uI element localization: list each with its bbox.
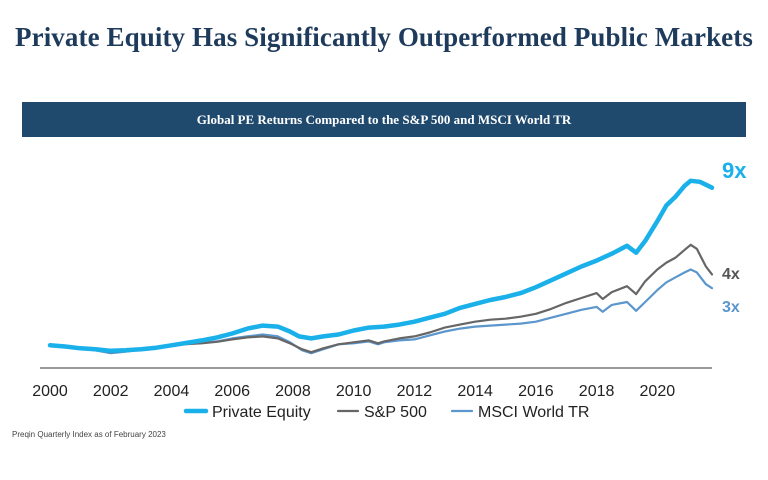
end-label-msci-world-tr: 3x [722,299,740,316]
x-tick-label: 2018 [579,383,615,400]
legend-label-sp500: S&P 500 [364,404,427,421]
end-label-private-equity: 9x [722,158,747,183]
x-tick-label: 2002 [93,383,129,400]
end-labels: 9x 4x 3x [722,158,747,316]
source-note: Preqin Quarterly Index as of February 20… [12,430,166,439]
end-label-sp500: 4x [722,266,740,283]
x-tick-label: 2006 [214,383,250,400]
x-tick-label: 2020 [640,383,676,400]
x-axis: 2000 2002 2004 2006 2008 2010 2012 2014 2016 2018… [32,367,712,400]
legend-label-private-equity: Private Equity [212,404,311,421]
series-line-private-equity [47,178,715,354]
x-tick-label: 2012 [397,383,433,400]
series-line-msci-world-tr [48,268,714,355]
legend-label-msci-world-tr: MSCI World TR [478,404,589,421]
legend: Private Equity S&P 500 MSCI World TR [183,404,589,421]
x-tick-label: 2000 [32,383,68,400]
chart-subtitle-banner: Global PE Returns Compared to the S&P 50… [22,102,746,137]
x-tick-label: 2004 [154,383,190,400]
page-title: Private Equity Has Significantly Outperf… [15,22,753,52]
x-tick-label: 2016 [518,383,554,400]
chart-subtitle: Global PE Returns Compared to the S&P 50… [196,111,572,127]
series-line-sp500 [48,243,714,354]
x-tick-label: 2010 [336,383,372,400]
series-lines [47,178,715,355]
x-tick-label: 2008 [275,383,311,400]
x-tick-label: 2014 [457,383,493,400]
